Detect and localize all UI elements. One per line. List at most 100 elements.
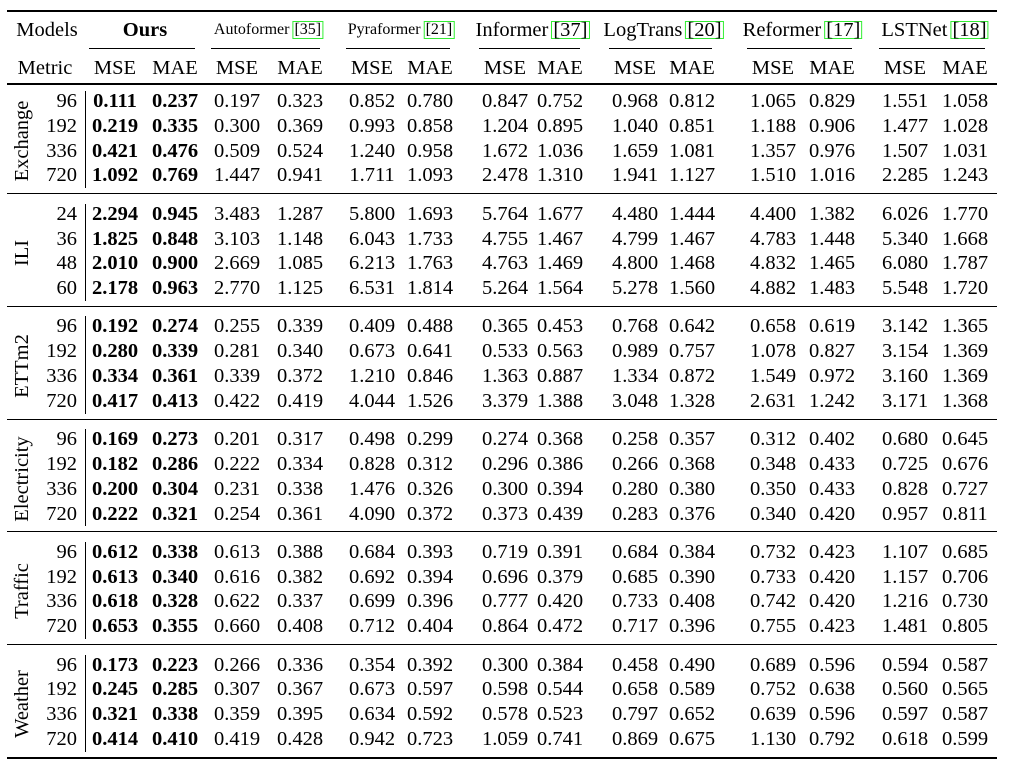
cell: 0.369 bbox=[276, 114, 324, 137]
cell: 0.433 bbox=[808, 477, 856, 500]
cell: 1.210 bbox=[348, 365, 396, 387]
cell: 1.357 bbox=[749, 139, 797, 162]
horizon: 96 bbox=[56, 428, 78, 451]
cell: 3.103 bbox=[213, 227, 261, 250]
cell: 6.080 bbox=[881, 252, 929, 275]
cell: 0.458 bbox=[611, 653, 659, 676]
cell: 1.444 bbox=[668, 202, 716, 225]
cell: 0.727 bbox=[941, 477, 989, 500]
cell: 0.658 bbox=[749, 315, 797, 338]
horizon: 720 bbox=[46, 615, 77, 638]
cell: 0.851 bbox=[668, 114, 716, 137]
cell: 1.560 bbox=[668, 277, 716, 300]
horizon: 720 bbox=[46, 727, 77, 750]
cell: 0.589 bbox=[668, 678, 716, 701]
cell: 0.286 bbox=[151, 452, 199, 475]
cell: 0.895 bbox=[536, 114, 584, 137]
cell: 0.317 bbox=[276, 428, 324, 451]
cell: 0.420 bbox=[808, 565, 856, 588]
cell: 0.848 bbox=[151, 227, 199, 250]
cell: 6.043 bbox=[348, 227, 396, 250]
model-ref: [18] bbox=[950, 19, 989, 41]
cell: 0.858 bbox=[406, 114, 454, 137]
cell: 0.712 bbox=[348, 615, 396, 638]
horizon: 192 bbox=[46, 565, 77, 588]
cell: 0.742 bbox=[749, 590, 797, 613]
rule bbox=[85, 203, 86, 301]
cell: 0.222 bbox=[213, 452, 261, 475]
cell: 2.294 bbox=[91, 202, 139, 225]
cell: 0.433 bbox=[808, 452, 856, 475]
model-ref: [17] bbox=[824, 19, 863, 41]
model-name: Informer bbox=[475, 19, 549, 41]
metric: MSE bbox=[613, 57, 657, 79]
model-header: Ours bbox=[123, 18, 167, 42]
cell: 0.219 bbox=[91, 114, 139, 137]
cell: 0.340 bbox=[276, 340, 324, 363]
cell: 0.598 bbox=[481, 678, 529, 701]
model-ref: [35] bbox=[292, 21, 324, 39]
cell: 1.081 bbox=[668, 139, 716, 162]
cell: 0.350 bbox=[749, 477, 797, 500]
cell: 0.797 bbox=[611, 703, 659, 726]
cell: 0.414 bbox=[91, 727, 139, 750]
metric: MSE bbox=[883, 57, 927, 79]
cell: 0.642 bbox=[668, 315, 716, 338]
cell: 0.942 bbox=[348, 727, 396, 750]
cell: 0.658 bbox=[611, 678, 659, 701]
metric: MAE bbox=[277, 57, 323, 79]
rule bbox=[7, 756, 997, 759]
cell: 0.618 bbox=[881, 727, 929, 750]
cell: 0.684 bbox=[348, 540, 396, 563]
cell: 0.223 bbox=[151, 653, 199, 676]
cell: 4.832 bbox=[749, 252, 797, 275]
cell: 0.423 bbox=[808, 540, 856, 563]
cell: 0.274 bbox=[481, 428, 529, 451]
cell: 0.338 bbox=[151, 703, 199, 726]
cell: 1.216 bbox=[881, 590, 929, 613]
cell: 1.672 bbox=[481, 139, 529, 162]
cell: 0.596 bbox=[808, 703, 856, 726]
cell: 0.685 bbox=[941, 540, 989, 563]
cell: 0.379 bbox=[536, 565, 584, 588]
horizon: 36 bbox=[56, 227, 78, 250]
metric: MAE bbox=[152, 57, 198, 79]
cell: 0.509 bbox=[213, 139, 261, 162]
cell: 0.255 bbox=[213, 315, 261, 338]
cell: 0.296 bbox=[481, 452, 529, 475]
cell: 0.696 bbox=[481, 565, 529, 588]
rule bbox=[85, 316, 86, 414]
cell: 0.533 bbox=[481, 340, 529, 363]
rule bbox=[7, 83, 997, 85]
cell: 6.026 bbox=[881, 202, 929, 225]
cell: 1.365 bbox=[941, 315, 989, 338]
cell: 0.192 bbox=[91, 315, 139, 338]
model-name: Autoformer bbox=[213, 21, 290, 38]
cell: 0.594 bbox=[881, 653, 929, 676]
cell: 0.717 bbox=[611, 615, 659, 638]
cell: 0.616 bbox=[213, 565, 261, 588]
cell: 0.173 bbox=[91, 653, 139, 676]
model-header: Pyraformer [21] bbox=[348, 18, 455, 42]
cell: 0.368 bbox=[536, 428, 584, 451]
horizon: 192 bbox=[46, 678, 77, 701]
cell: 0.321 bbox=[151, 502, 199, 525]
model-name: LSTNet bbox=[881, 19, 948, 41]
cell: 0.169 bbox=[91, 428, 139, 451]
cell: 0.419 bbox=[276, 389, 324, 412]
horizon: 720 bbox=[46, 502, 77, 525]
cell: 0.752 bbox=[536, 90, 584, 112]
horizon: 96 bbox=[56, 653, 78, 676]
cell: 0.323 bbox=[276, 90, 324, 112]
cell: 5.340 bbox=[881, 227, 929, 250]
cell: 1.369 bbox=[941, 365, 989, 387]
cell: 0.339 bbox=[276, 315, 324, 338]
cell: 1.130 bbox=[749, 727, 797, 750]
cell: 0.367 bbox=[276, 678, 324, 701]
cell: 2.178 bbox=[91, 277, 139, 300]
cell: 0.653 bbox=[91, 615, 139, 638]
horizon: 336 bbox=[46, 139, 77, 162]
cell: 0.692 bbox=[348, 565, 396, 588]
cell: 0.283 bbox=[611, 502, 659, 525]
